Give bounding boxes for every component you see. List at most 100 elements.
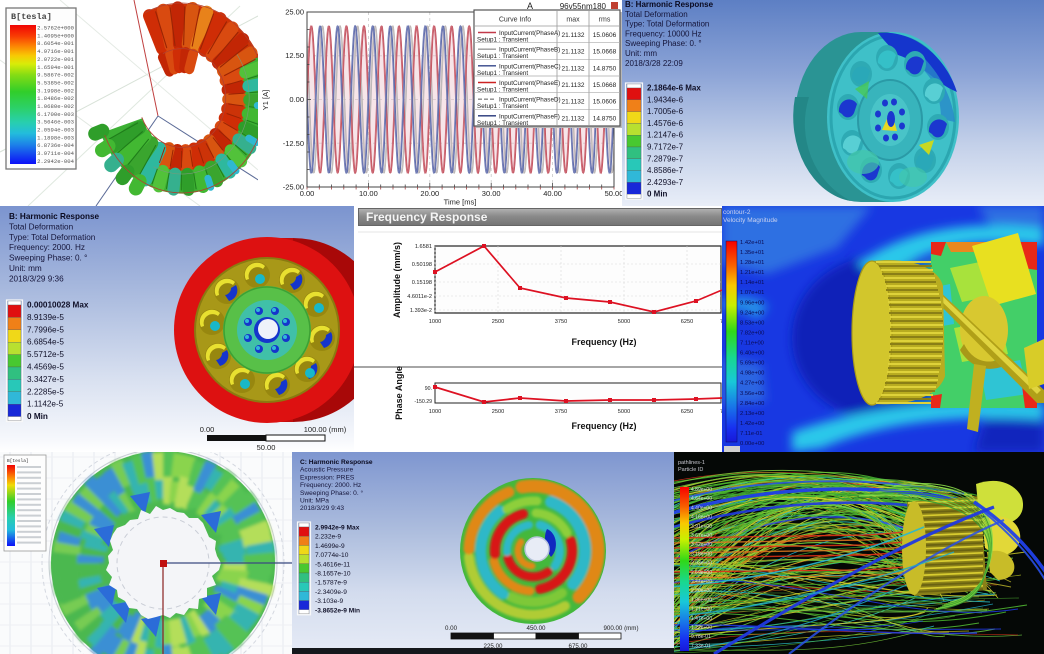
svg-text:1.96e+00: 1.96e+00 (691, 597, 712, 603)
svg-text:21.1132: 21.1132 (561, 115, 584, 122)
svg-text:Acoustic Pressure: Acoustic Pressure (300, 467, 353, 474)
svg-text:2.20e+00: 2.20e+00 (691, 588, 712, 594)
svg-text:6.40e+00: 6.40e+00 (740, 351, 764, 357)
svg-text:Setup1 : Transient: Setup1 : Transient (477, 120, 528, 127)
svg-text:4.89e+00: 4.89e+00 (691, 487, 712, 493)
svg-text:Type: Total Deformation: Type: Total Deformation (9, 233, 96, 242)
svg-text:5.5385e-002: 5.5385e-002 (37, 79, 74, 86)
svg-text:1.2147e-6: 1.2147e-6 (647, 131, 684, 140)
svg-text:pathlines-1: pathlines-1 (678, 460, 705, 466)
svg-text:3.42e+00: 3.42e+00 (691, 542, 712, 548)
svg-text:Expression: PRES: Expression: PRES (300, 474, 355, 481)
svg-text:5000: 5000 (618, 319, 630, 325)
svg-text:2.69e+00: 2.69e+00 (691, 570, 712, 576)
svg-text:2.93e+00: 2.93e+00 (691, 561, 712, 567)
svg-text:14.8750: 14.8750 (593, 65, 617, 72)
svg-text:Sweeping Phase: 0. °: Sweeping Phase: 0. ° (625, 39, 702, 48)
svg-text:Type: Total Deformation: Type: Total Deformation (625, 20, 709, 29)
svg-text:Unit: mm: Unit: mm (625, 49, 657, 58)
svg-text:-2.3409e-9: -2.3409e-9 (315, 589, 347, 596)
svg-text:3.18e+00: 3.18e+00 (691, 551, 712, 557)
svg-text:-8.1657e-10: -8.1657e-10 (315, 571, 351, 578)
svg-text:Unit: MPa: Unit: MPa (300, 498, 329, 505)
svg-text:0.00: 0.00 (300, 189, 315, 198)
svg-text:10.00: 10.00 (359, 189, 378, 198)
svg-text:2.84e+00: 2.84e+00 (740, 401, 764, 407)
svg-text:Setup1 : Transient: Setup1 : Transient (477, 103, 528, 110)
svg-text:2500: 2500 (492, 409, 504, 415)
svg-text:9.78e-01: 9.78e-01 (691, 634, 711, 640)
svg-text:Frequency: 10000 Hz: Frequency: 10000 Hz (625, 29, 702, 38)
svg-text:4.4569e-5: 4.4569e-5 (27, 363, 64, 372)
svg-text:3750: 3750 (555, 319, 567, 325)
svg-text:contour-2: contour-2 (723, 209, 751, 216)
svg-text:0.00e+00: 0.00e+00 (740, 441, 764, 447)
svg-text:2018/3/29 9:43: 2018/3/29 9:43 (300, 505, 344, 512)
svg-text:3.1998e-002: 3.1998e-002 (37, 87, 74, 94)
svg-text:3.56e+00: 3.56e+00 (740, 391, 764, 397)
svg-text:Frequency: 2000. Hz: Frequency: 2000. Hz (300, 482, 361, 489)
svg-text:InputCurrent(PhaseE): InputCurrent(PhaseE) (499, 80, 560, 87)
svg-text:1.35e+01: 1.35e+01 (740, 250, 764, 256)
svg-text:0 Min: 0 Min (27, 412, 48, 421)
svg-text:4.16e+00: 4.16e+00 (691, 515, 712, 521)
svg-text:0.50198: 0.50198 (412, 262, 432, 268)
svg-text:50.00: 50.00 (257, 443, 276, 452)
svg-text:96v55nm180: 96v55nm180 (560, 2, 607, 11)
svg-text:1.21e+01: 1.21e+01 (740, 270, 764, 276)
svg-text:A: A (527, 1, 533, 11)
svg-text:InputCurrent(PhaseB): InputCurrent(PhaseB) (499, 47, 560, 54)
svg-text:1.0680e-002: 1.0680e-002 (37, 103, 74, 110)
svg-text:1.1898e-003: 1.1898e-003 (37, 134, 74, 141)
svg-text:0.00: 0.00 (445, 625, 458, 632)
svg-text:3.91e+00: 3.91e+00 (691, 524, 712, 530)
svg-text:5000: 5000 (618, 409, 630, 415)
svg-text:Amplitude (mm/s): Amplitude (mm/s) (392, 242, 402, 318)
svg-text:7.33e-01: 7.33e-01 (691, 643, 711, 649)
svg-text:Sweeping Phase: 0. °: Sweeping Phase: 0. ° (300, 489, 363, 497)
svg-text:B[tesla]: B[tesla] (11, 12, 52, 22)
svg-text:2.2942e-004: 2.2942e-004 (37, 158, 75, 165)
svg-text:1.393e-2: 1.393e-2 (410, 308, 432, 314)
svg-text:15.0606: 15.0606 (593, 32, 617, 39)
svg-text:100.00 (mm): 100.00 (mm) (304, 425, 347, 434)
svg-text:9.96e+00: 9.96e+00 (740, 300, 764, 306)
svg-text:2.9942e-9 Max: 2.9942e-9 Max (315, 525, 360, 532)
svg-text:3.67e+00: 3.67e+00 (691, 533, 712, 539)
svg-text:7.0774e-10: 7.0774e-10 (315, 552, 349, 559)
svg-text:Total Deformation: Total Deformation (625, 10, 688, 19)
svg-text:7.11e+00: 7.11e+00 (740, 341, 764, 347)
svg-text:-3.103e-9: -3.103e-9 (315, 598, 344, 605)
svg-text:21.1132: 21.1132 (561, 65, 584, 72)
svg-text:-25.00: -25.00 (283, 183, 304, 192)
svg-text:B: Harmonic Response: B: Harmonic Response (9, 212, 100, 221)
svg-text:Frequency (Hz): Frequency (Hz) (571, 421, 636, 431)
svg-text:20.00: 20.00 (420, 189, 439, 198)
svg-text:1.7005e-6: 1.7005e-6 (647, 107, 684, 116)
svg-text:-3.8652e-9 Min: -3.8652e-9 Min (315, 607, 360, 614)
svg-text:3750: 3750 (555, 409, 567, 415)
svg-text:1.42e+00: 1.42e+00 (740, 421, 764, 427)
svg-text:Y1 [A]: Y1 [A] (261, 90, 270, 110)
svg-text:6250: 6250 (681, 409, 693, 415)
svg-text:Total Deformation: Total Deformation (9, 222, 74, 231)
svg-text:1.4095e+000: 1.4095e+000 (37, 32, 75, 39)
svg-text:15.0668: 15.0668 (593, 49, 617, 56)
svg-text:1.14e+01: 1.14e+01 (740, 280, 764, 286)
svg-text:Setup1 : Transient: Setup1 : Transient (477, 70, 528, 77)
svg-text:5.5712e-5: 5.5712e-5 (27, 350, 64, 359)
svg-text:Unit: mm: Unit: mm (9, 264, 42, 273)
svg-text:9.24e+00: 9.24e+00 (740, 310, 764, 316)
svg-text:2.5762e+000: 2.5762e+000 (37, 25, 75, 32)
svg-text:9.5867e-002: 9.5867e-002 (37, 72, 74, 79)
svg-text:0 Min: 0 Min (647, 190, 668, 199)
svg-text:6250: 6250 (681, 319, 693, 325)
svg-text:1.6581: 1.6581 (415, 244, 432, 250)
svg-text:2018/3/28 22:09: 2018/3/28 22:09 (625, 59, 683, 68)
svg-text:2.0722e-001: 2.0722e-001 (37, 56, 75, 63)
svg-text:7500: 7500 (720, 409, 722, 415)
svg-text:Curve Info: Curve Info (499, 17, 531, 24)
svg-text:90.: 90. (425, 386, 432, 392)
svg-text:4.64e+00: 4.64e+00 (691, 496, 712, 502)
svg-text:1.4699e-9: 1.4699e-9 (315, 543, 345, 550)
